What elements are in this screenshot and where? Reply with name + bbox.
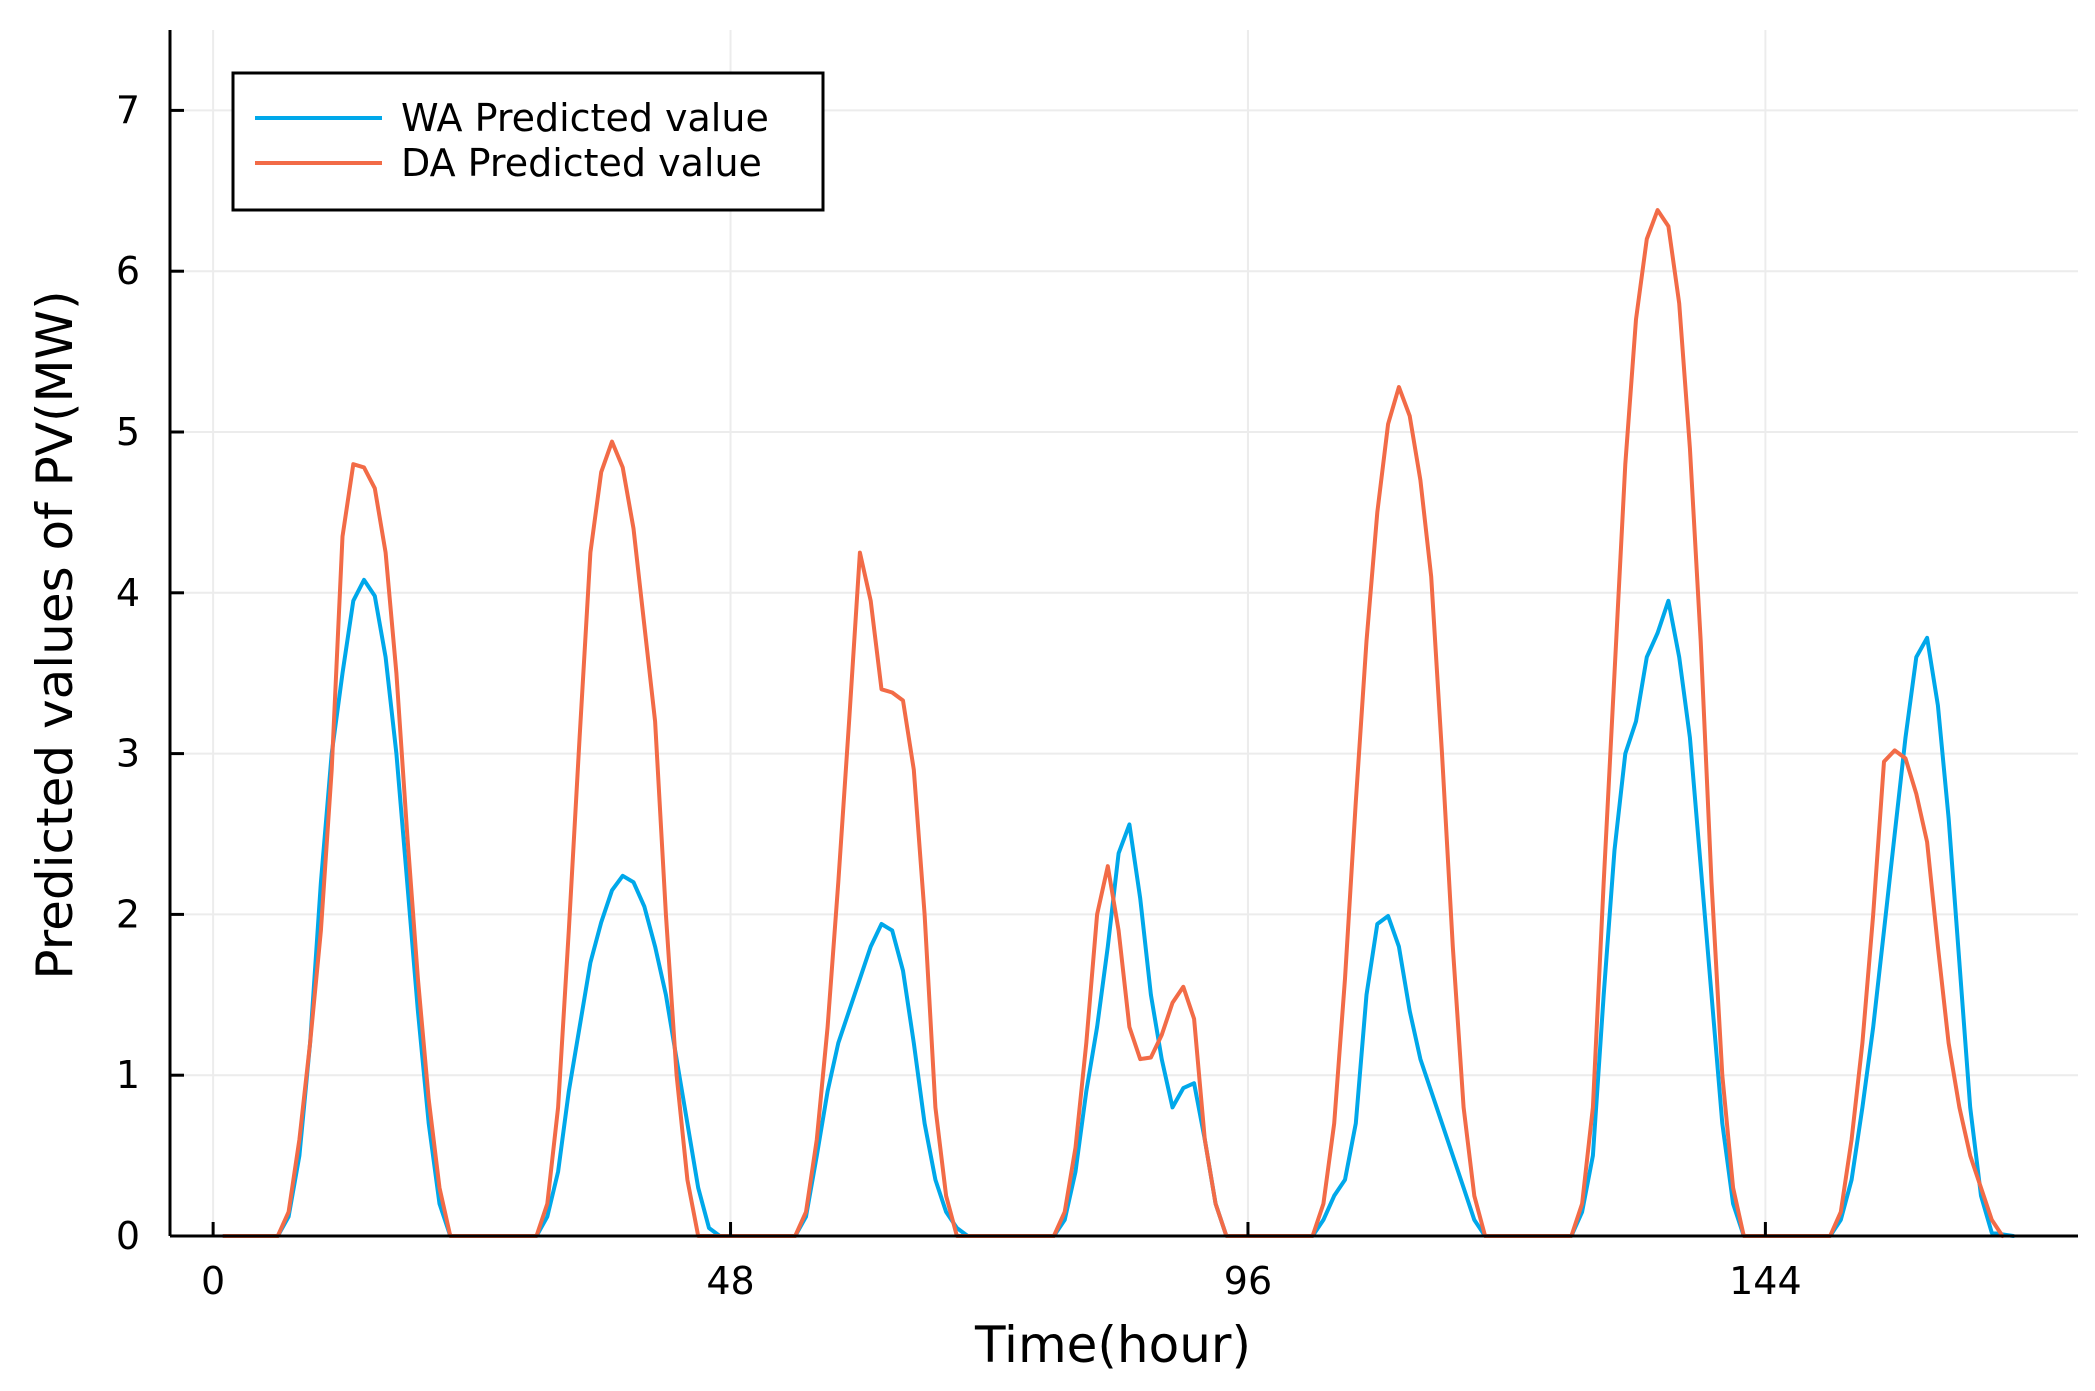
axes — [168, 30, 2078, 1238]
x-tick-label: 144 — [1729, 1259, 1802, 1303]
y-tick-label: 2 — [116, 892, 140, 936]
x-axis-label: Time(hour) — [974, 1316, 1251, 1374]
y-tick-label: 7 — [116, 88, 140, 132]
series-line-wa — [221, 577, 2016, 1238]
y-axis-label: Predicted values of PV(MW) — [26, 290, 84, 979]
legend: WA Predicted value DA Predicted value — [231, 71, 825, 212]
y-tick-label: 4 — [116, 571, 140, 615]
ticks: 0 48 96 144 0 1 2 3 4 5 6 7 — [116, 88, 1802, 1303]
series-lines — [221, 208, 2016, 1238]
y-tick-label: 3 — [116, 732, 140, 776]
y-tick-label: 5 — [116, 410, 140, 454]
legend-label-da: DA Predicted value — [401, 141, 762, 185]
x-tick-label: 0 — [201, 1259, 225, 1303]
x-tick-label: 48 — [706, 1259, 754, 1303]
series-line-da — [221, 208, 2005, 1238]
y-tick-label: 0 — [116, 1214, 140, 1258]
legend-box — [231, 71, 825, 212]
y-tick-label: 6 — [116, 249, 140, 293]
y-tick-label: 1 — [116, 1053, 140, 1097]
legend-label-wa: WA Predicted value — [401, 96, 769, 140]
x-tick-label: 96 — [1224, 1259, 1272, 1303]
